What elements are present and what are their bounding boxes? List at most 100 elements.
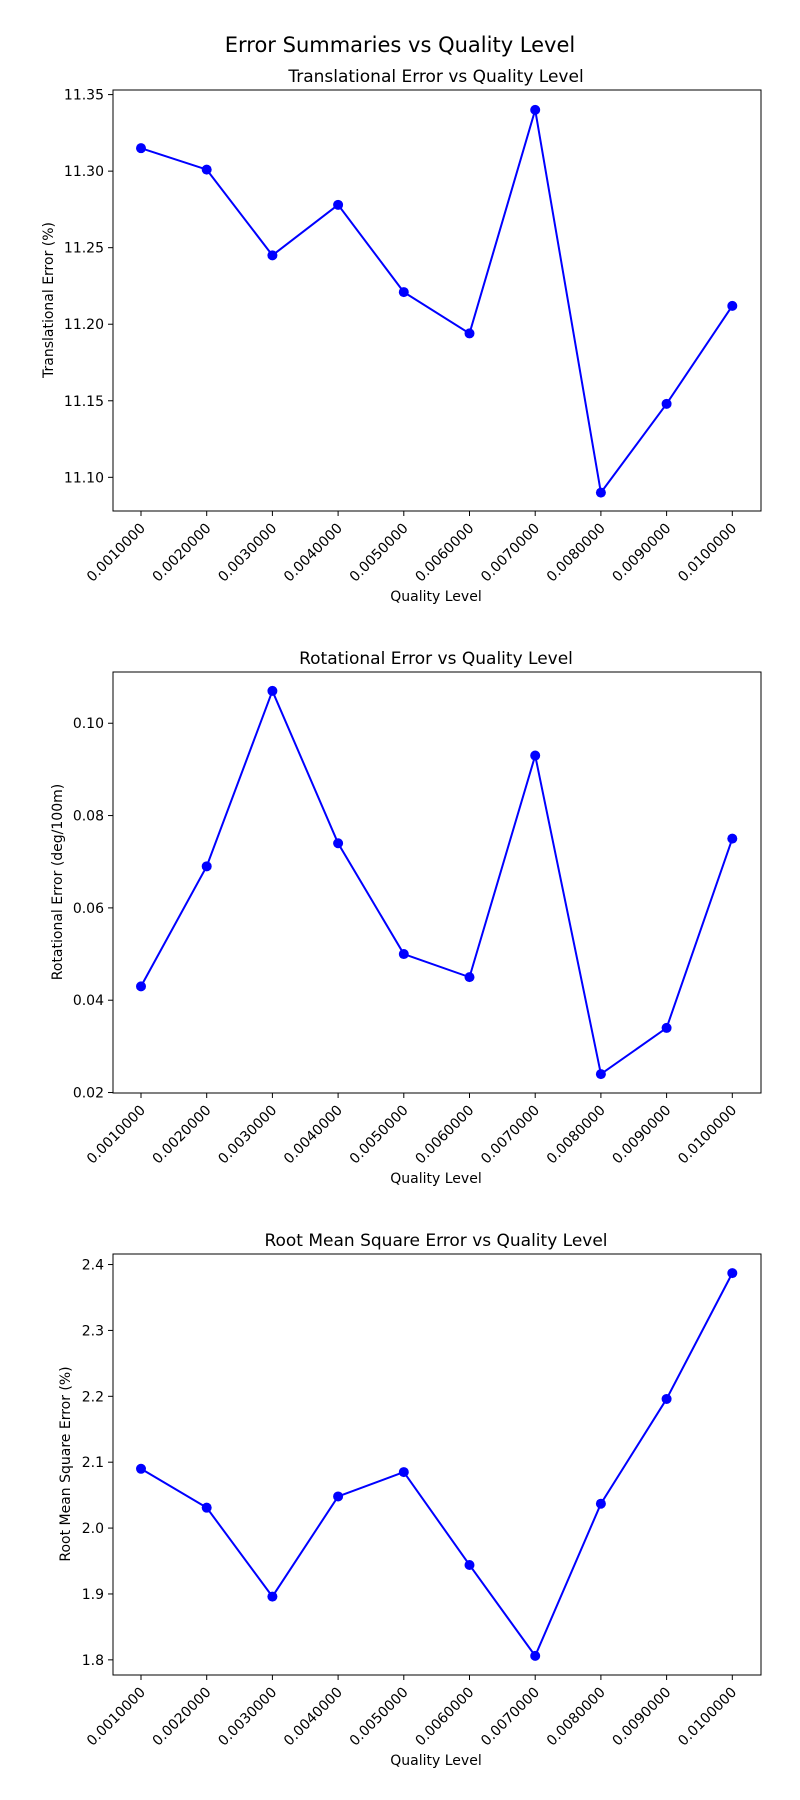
ytick-label: 1.8 [82, 1653, 104, 1669]
data-point [333, 1491, 344, 1502]
data-point [333, 199, 344, 210]
xtick-label: 0.0100000 [675, 1103, 740, 1168]
xtick-label: 0.0010000 [84, 1103, 149, 1168]
translational-error-line [140, 109, 734, 496]
xtick-label: 0.0100000 [675, 521, 740, 586]
xtick-label: 0.0050000 [347, 521, 412, 586]
xtick-label: 0.0020000 [150, 1685, 215, 1750]
ytick-label: 11.20 [64, 317, 104, 333]
ytick-label: 0.06 [73, 901, 104, 917]
xtick-label: 0.0030000 [215, 1685, 280, 1750]
data-point [136, 1463, 146, 1474]
rotational-error-title: Rotational Error vs Quality Level [299, 649, 573, 669]
rmse-ylabel: Root Mean Square Error (%) [58, 1366, 74, 1561]
ytick-label: 2.0 [82, 1521, 104, 1537]
translational-error-xticks: 0.0010000 0.0020000 0.0030000 0.0040000 0.00… [84, 511, 740, 585]
data-point [267, 685, 278, 696]
ytick-label: 2.4 [82, 1258, 104, 1274]
xtick-label: 0.0060000 [412, 521, 477, 586]
xtick-label: 0.0060000 [412, 1103, 477, 1168]
rotational-error-xticks: 0.0010000 0.0020000 0.0030000 0.0040000 0.00… [84, 1093, 740, 1167]
figure-title: Error Summaries vs Quality Level [225, 33, 575, 57]
data-point [201, 861, 212, 872]
data-point [595, 1498, 606, 1509]
rmse-axes [112, 1253, 762, 1676]
xtick-label: 0.0040000 [281, 1685, 346, 1750]
data-point [530, 104, 541, 115]
xtick-label: 0.0080000 [544, 1685, 609, 1750]
rmse-title: Root Mean Square Error vs Quality Level [264, 1231, 607, 1251]
ytick-label: 11.10 [64, 470, 104, 486]
rotational-error-yticks: 0.02 0.04 0.06 0.08 0.10 [73, 716, 113, 1102]
xtick-label: 0.0050000 [347, 1103, 412, 1168]
rotational-error-ylabel: Rotational Error (deg/100m) [50, 784, 66, 980]
xtick-label: 0.0070000 [478, 1685, 543, 1750]
rmse-line [140, 1272, 734, 1658]
ytick-label: 1.9 [82, 1587, 104, 1603]
xtick-label: 0.0050000 [347, 1685, 412, 1750]
translational-error-points [136, 104, 738, 498]
data-point [267, 1591, 278, 1602]
ytick-label: 11.35 [64, 88, 104, 104]
data-point [661, 1022, 672, 1033]
xtick-label: 0.0100000 [675, 1685, 740, 1750]
data-point [595, 1069, 606, 1080]
ytick-label: 2.3 [82, 1323, 104, 1339]
xtick-label: 0.0080000 [544, 521, 609, 586]
data-point [201, 164, 212, 175]
translational-error-title: Translational Error vs Quality Level [287, 67, 583, 87]
translational-error-yticks: 11.10 11.15 11.20 11.25 11.30 11.35 [64, 88, 113, 486]
ytick-label: 0.08 [73, 809, 104, 825]
rmse-plot: Root Mean Square Error vs Quality Level … [58, 1231, 762, 1769]
translational-error-axes [112, 89, 762, 512]
xtick-label: 0.0010000 [84, 1685, 149, 1750]
xtick-label: 0.0070000 [478, 1103, 543, 1168]
xtick-label: 0.0020000 [150, 1103, 215, 1168]
translational-error-plot: Translational Error vs Quality Level Qua… [41, 67, 762, 605]
xtick-label: 0.0090000 [610, 521, 675, 586]
ytick-label: 0.02 [73, 1086, 104, 1102]
data-point [267, 250, 278, 261]
ytick-label: 11.30 [64, 164, 104, 180]
data-point [464, 972, 475, 983]
ytick-label: 0.04 [73, 993, 104, 1009]
rmse-points [136, 1268, 738, 1661]
rmse-yticks: 1.8 1.9 2.0 2.1 2.2 2.3 2.4 [82, 1258, 113, 1669]
xtick-label: 0.0030000 [215, 521, 280, 586]
data-point [727, 1268, 738, 1279]
data-point [136, 143, 146, 154]
data-point [398, 949, 409, 960]
data-point [464, 328, 475, 339]
data-point [530, 1650, 541, 1661]
data-point [136, 981, 146, 992]
data-point [661, 398, 672, 409]
data-point [661, 1393, 672, 1404]
translational-error-xlabel: Quality Level [390, 589, 481, 605]
xtick-label: 0.0080000 [544, 1103, 609, 1168]
ytick-label: 0.10 [73, 716, 104, 732]
xtick-label: 0.0060000 [412, 1685, 477, 1750]
ytick-label: 11.15 [64, 394, 104, 410]
rotational-error-line [140, 688, 734, 1076]
rmse-xlabel: Quality Level [390, 1753, 481, 1769]
rotational-error-axes [112, 671, 762, 1094]
xtick-label: 0.0020000 [150, 521, 215, 586]
rotational-error-plot: Rotational Error vs Quality Level Qualit… [50, 649, 762, 1187]
data-point [464, 1559, 475, 1570]
xtick-label: 0.0070000 [478, 521, 543, 586]
data-point [595, 487, 606, 498]
data-point [398, 287, 409, 298]
ytick-label: 11.25 [64, 241, 104, 257]
data-point [727, 833, 738, 844]
data-point [530, 750, 541, 761]
translational-error-ylabel: Translational Error (%) [41, 222, 57, 379]
rotational-error-points [136, 685, 738, 1080]
data-point [727, 300, 738, 311]
xtick-label: 0.0010000 [84, 521, 149, 586]
data-point [333, 838, 344, 849]
rmse-xticks: 0.0010000 0.0020000 0.0030000 0.0040000 0.00… [84, 1675, 740, 1749]
data-point [398, 1467, 409, 1478]
xtick-label: 0.0030000 [215, 1103, 280, 1168]
rotational-error-xlabel: Quality Level [390, 1171, 481, 1187]
